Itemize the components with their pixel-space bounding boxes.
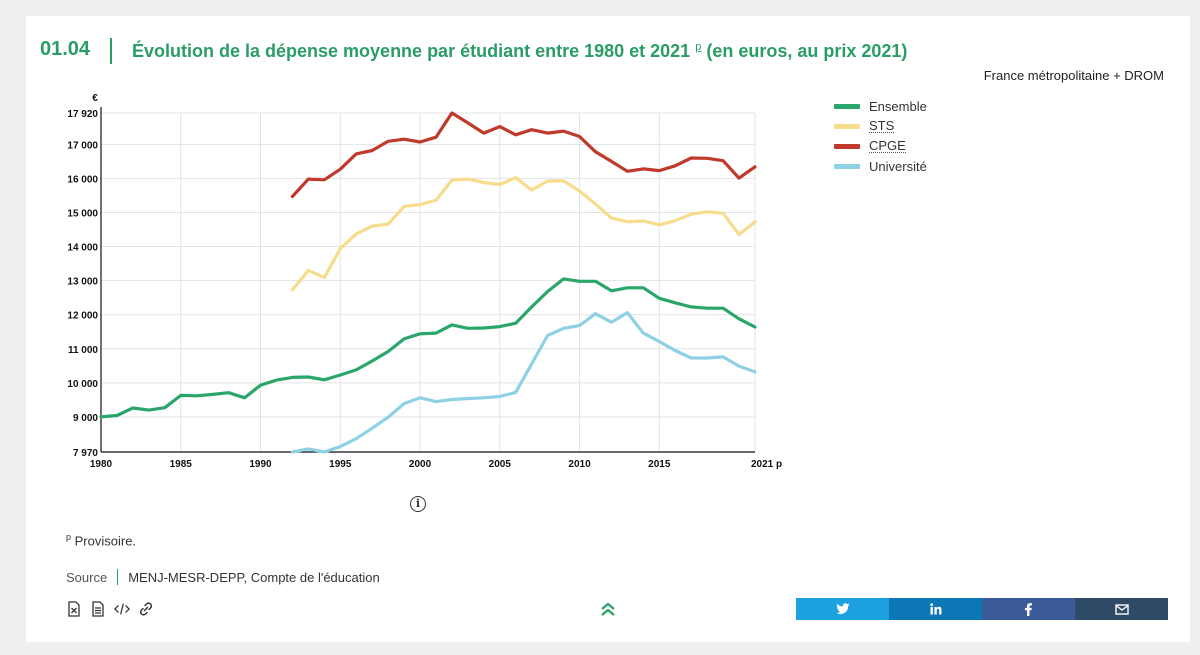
x-tick-label: 2010 [568, 459, 591, 470]
source-text: MENJ-MESR-DEPP, Compte de l'éducation [128, 569, 380, 585]
line-chart: 7 970 9 000 10 000 11 000 12 000 13 000 14 000… [67, 93, 782, 470]
y-tick-label: 15 000 [67, 208, 98, 219]
figure-tools [66, 600, 154, 618]
y-tick-label: 10 000 [67, 379, 98, 390]
x-tick-label: 1990 [249, 459, 272, 470]
chart-series [99, 111, 757, 454]
mail-icon [1114, 603, 1129, 615]
twitter-share-button[interactable] [796, 598, 889, 620]
x-tick-label: 2000 [409, 459, 432, 470]
legend-label: CPGE [869, 138, 906, 153]
legend-swatch [834, 163, 860, 169]
facebook-icon [1025, 602, 1032, 616]
y-tick-label: 9 000 [73, 413, 98, 424]
series-line-cpge [290, 111, 757, 199]
legend-label: Université [869, 158, 927, 174]
double-chevron-up-icon[interactable] [600, 601, 616, 622]
link-icon[interactable] [138, 600, 154, 618]
chart-axes: 7 970 9 000 10 000 11 000 12 000 13 000 14 000… [67, 93, 782, 470]
title-provisional-mark: p [695, 41, 702, 53]
excel-icon[interactable] [66, 600, 82, 618]
footnote-text: Provisoire. [74, 533, 137, 549]
linkedin-icon [929, 603, 941, 615]
figure-number: 01.04 [40, 38, 91, 60]
y-tick-label: 13 000 [67, 277, 98, 288]
y-tick-label: 17 000 [67, 140, 98, 151]
legend-label: Ensemble [869, 98, 927, 114]
series-line-universit- [290, 311, 757, 454]
legend-swatch [834, 103, 860, 109]
y-axis-unit: € [92, 93, 98, 104]
code-icon[interactable] [114, 600, 130, 618]
x-tick-label: 1985 [170, 459, 193, 470]
info-icon[interactable]: i [410, 496, 426, 512]
x-tick-label: 1980 [90, 459, 113, 470]
title-suffix: (en euros, au prix 2021) [706, 41, 908, 61]
source-line: Source MENJ-MESR-DEPP, Compte de l'éduca… [66, 569, 380, 585]
y-tick-label: 17 920 [67, 109, 98, 120]
footnote-mark: p [66, 532, 72, 542]
x-tick-label: 2021 p [751, 459, 782, 470]
figure-card: 01.04 Évolution de la dépense moyenne pa… [26, 16, 1190, 642]
title-main: Évolution de la dépense moyenne par étud… [132, 41, 691, 61]
title-separator [110, 38, 112, 64]
figure-title: Évolution de la dépense moyenne par étud… [132, 41, 907, 62]
linkedin-share-button[interactable] [889, 598, 982, 620]
chart-legend: Ensemble STS CPGE Université [834, 96, 927, 176]
y-tick-label: 12 000 [67, 311, 98, 322]
legend-item[interactable]: Université [834, 156, 927, 176]
series-line-sts [290, 176, 757, 292]
geographic-scope: France métropolitaine + DROM [983, 68, 1164, 83]
series-line-ensemble [99, 277, 757, 419]
source-label: Source [66, 569, 108, 585]
footnote: p Provisoire. [66, 532, 136, 548]
source-separator [117, 569, 119, 585]
x-tick-label: 2015 [648, 459, 671, 470]
legend-item[interactable]: STS [834, 116, 927, 136]
y-tick-label: 14 000 [67, 243, 98, 254]
y-tick-label: 7 970 [73, 448, 98, 459]
legend-label: STS [869, 118, 895, 133]
legend-swatch [834, 143, 860, 149]
share-bar [796, 598, 1168, 620]
y-tick-label: 16 000 [67, 174, 98, 185]
twitter-icon [835, 603, 849, 615]
legend-item[interactable]: Ensemble [834, 96, 927, 116]
y-tick-label: 11 000 [68, 345, 98, 356]
x-tick-label: 1995 [329, 459, 352, 470]
mail-share-button[interactable] [1075, 598, 1168, 620]
facebook-share-button[interactable] [982, 598, 1075, 620]
legend-swatch [834, 123, 860, 129]
document-icon[interactable] [90, 600, 106, 618]
legend-item[interactable]: CPGE [834, 136, 927, 156]
x-tick-label: 2005 [489, 459, 512, 470]
